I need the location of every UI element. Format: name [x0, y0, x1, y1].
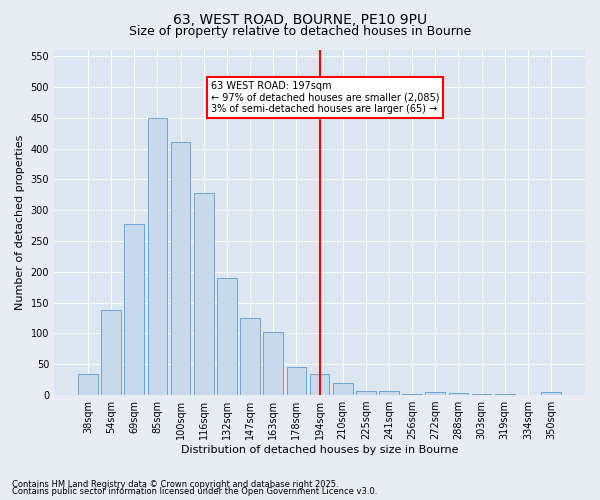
- Bar: [217, 278, 237, 395]
- Bar: [194, 193, 214, 395]
- Bar: [124, 224, 144, 395]
- Bar: [240, 318, 260, 395]
- Bar: [472, 394, 491, 395]
- Bar: [449, 393, 468, 395]
- Text: 63 WEST ROAD: 197sqm
← 97% of detached houses are smaller (2,085)
3% of semi-det: 63 WEST ROAD: 197sqm ← 97% of detached h…: [211, 81, 439, 114]
- Text: Contains public sector information licensed under the Open Government Licence v3: Contains public sector information licen…: [12, 487, 377, 496]
- Bar: [287, 368, 306, 395]
- Y-axis label: Number of detached properties: Number of detached properties: [15, 135, 25, 310]
- Bar: [148, 118, 167, 395]
- Bar: [310, 374, 329, 395]
- Bar: [263, 332, 283, 395]
- Text: Size of property relative to detached houses in Bourne: Size of property relative to detached ho…: [129, 25, 471, 38]
- Bar: [379, 391, 399, 395]
- Bar: [402, 394, 422, 395]
- Bar: [356, 392, 376, 395]
- Text: Contains HM Land Registry data © Crown copyright and database right 2025.: Contains HM Land Registry data © Crown c…: [12, 480, 338, 489]
- Bar: [101, 310, 121, 395]
- Bar: [171, 142, 190, 395]
- Text: 63, WEST ROAD, BOURNE, PE10 9PU: 63, WEST ROAD, BOURNE, PE10 9PU: [173, 12, 427, 26]
- Bar: [78, 374, 98, 395]
- Bar: [333, 383, 353, 395]
- Bar: [425, 392, 445, 395]
- Bar: [495, 394, 515, 395]
- Bar: [541, 392, 561, 395]
- X-axis label: Distribution of detached houses by size in Bourne: Distribution of detached houses by size …: [181, 445, 458, 455]
